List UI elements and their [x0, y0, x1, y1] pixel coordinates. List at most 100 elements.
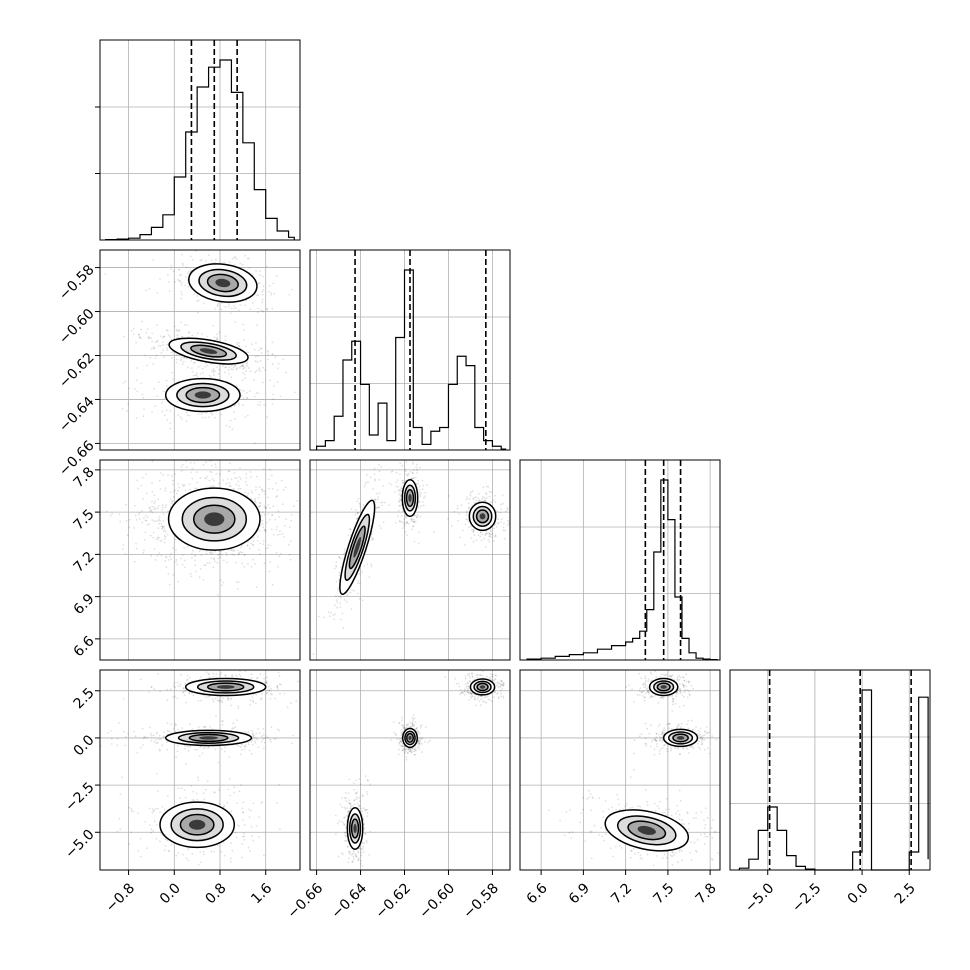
density-fill-3-1-1-3	[408, 735, 412, 740]
contour-1-0-0-0	[188, 263, 258, 303]
pair-panel-1-0	[104, 250, 296, 444]
contour-2-0-0-1	[181, 496, 248, 542]
contour-3-1-2-1	[348, 813, 362, 844]
contour-3-1-1-0	[401, 727, 419, 749]
y-tick-label-1-1: −0.60	[56, 306, 98, 348]
contour-3-2-2-0	[604, 809, 690, 852]
contour-3-1-2-0	[346, 806, 364, 850]
pair-frame-3-0	[99, 669, 301, 871]
contour-1-0-2-0	[164, 377, 241, 413]
pair-frame-3-1	[309, 669, 511, 871]
contour-2-1-1-2	[405, 489, 415, 508]
contour-3-1-2-2	[350, 818, 360, 839]
histogram-1	[315, 269, 507, 450]
density-fill-2-1-1-3	[408, 494, 412, 503]
density-fill-3-0-2-3	[188, 819, 206, 830]
contour-2-1-0-2	[348, 525, 366, 570]
x-tick-label-2-2: 7.2	[608, 880, 635, 907]
y-tick-label-2-1: 7.5	[71, 506, 98, 533]
pair-panel-3-2	[548, 670, 719, 870]
pair-frame-2-1	[309, 459, 511, 661]
x-tick-label-1-3: −0.60	[416, 880, 458, 922]
y-tick-label-3-3: −5.0	[62, 827, 97, 862]
x-tick-label-2-0: 6.6	[524, 880, 551, 907]
contour-2-1-2-2	[475, 509, 490, 524]
density-fill-2-0-0-3	[204, 512, 225, 526]
pair-frame-1-0	[99, 249, 301, 451]
y-tick-label-1-2: −0.62	[56, 350, 98, 392]
contour-1-0-2-2	[185, 386, 221, 404]
pair-panel-3-0	[100, 670, 300, 866]
density-fill-3-2-2-3	[637, 825, 656, 835]
density-fill-3-2-0-3	[660, 685, 667, 689]
x-tick-label-1-4: −0.58	[460, 880, 502, 922]
hist-frame-3	[729, 669, 931, 871]
contour-3-0-2-0	[159, 801, 236, 849]
contour-3-2-1-0	[662, 728, 699, 748]
contour-3-1-1-1	[404, 730, 416, 746]
contour-2-1-0-1	[344, 513, 371, 581]
contour-1-0-1-1	[180, 341, 237, 361]
contour-2-1-2-0	[468, 501, 497, 532]
density-fill-1-0-0-3	[215, 278, 231, 288]
contour-3-2-1-2	[672, 733, 689, 743]
contour-3-2-0-1	[653, 680, 675, 694]
contour-3-0-1-2	[188, 733, 229, 743]
pair-grid-3-1	[310, 670, 510, 870]
contour-3-1-0-2	[476, 682, 489, 692]
contour-1-0-2-1	[176, 382, 230, 408]
contour-2-1-1-0	[401, 478, 419, 518]
y-tick-label-2-2: 7.2	[71, 549, 98, 576]
x-tick-label-1-0: −0.66	[285, 880, 327, 922]
y-tick-label-3-2: −2.5	[62, 779, 97, 814]
density-fill-3-2-1-3	[676, 736, 685, 740]
hist-frame-0	[99, 39, 301, 241]
histogram-2	[526, 479, 718, 661]
contour-3-1-0-1	[473, 680, 492, 694]
contour-1-0-0-2	[206, 273, 239, 293]
density-fill-2-1-0-3	[353, 536, 362, 558]
pair-frame-2-0	[99, 459, 301, 661]
pair-panel-2-0	[100, 460, 300, 596]
hist-grid-2	[520, 460, 720, 660]
contour-3-2-2-2	[627, 820, 667, 841]
contour-3-1-0-0	[469, 678, 496, 696]
x-tick-label-3-1: −2.5	[789, 880, 824, 915]
density-fill-3-1-0-3	[479, 685, 486, 689]
x-tick-label-0-0: −0.8	[103, 880, 138, 915]
x-tick-label-3-0: −5.0	[742, 880, 777, 915]
x-tick-label-2-1: 6.9	[566, 880, 593, 907]
pair-grid-2-0	[100, 460, 300, 660]
density-fill-1-0-1-3	[199, 348, 218, 354]
x-tick-label-1-2: −0.62	[372, 880, 414, 922]
contour-1-0-0-1	[198, 268, 248, 298]
x-tick-label-3-3: 2.5	[892, 880, 919, 907]
contour-3-0-0-2	[206, 682, 245, 692]
contour-2-1-0-0	[339, 499, 376, 596]
contour-3-0-1-1	[177, 731, 240, 744]
density-fill-1-0-2-3	[194, 391, 212, 399]
hist-frame-2	[519, 459, 721, 661]
pair-panel-2-1	[312, 461, 510, 656]
contour-3-0-2-2	[179, 813, 215, 836]
hist-frame-1	[309, 249, 511, 451]
contour-3-0-1-0	[164, 729, 253, 747]
contour-3-0-0-0	[184, 677, 267, 697]
x-tick-label-0-2: 0.8	[203, 880, 230, 907]
density-fill-3-0-0-3	[216, 685, 235, 689]
contour-3-2-2-1	[616, 815, 677, 846]
y-tick-label-1-3: −0.64	[56, 394, 98, 436]
contour-2-1-1-1	[403, 484, 417, 512]
hist-grid-0	[100, 40, 300, 240]
contour-2-1-2-1	[472, 505, 493, 527]
x-tick-label-0-3: 1.6	[248, 880, 275, 907]
contour-3-2-1-1	[667, 731, 694, 745]
contour-3-1-1-2	[405, 732, 415, 743]
histogram-0	[105, 59, 295, 241]
x-tick-label-3-2: 0.0	[845, 880, 872, 907]
contour-2-0-0-0	[167, 487, 261, 551]
contour-2-0-0-2	[192, 504, 236, 534]
contour-1-0-1-2	[190, 344, 228, 358]
x-tick-label-2-4: 7.8	[693, 880, 720, 907]
